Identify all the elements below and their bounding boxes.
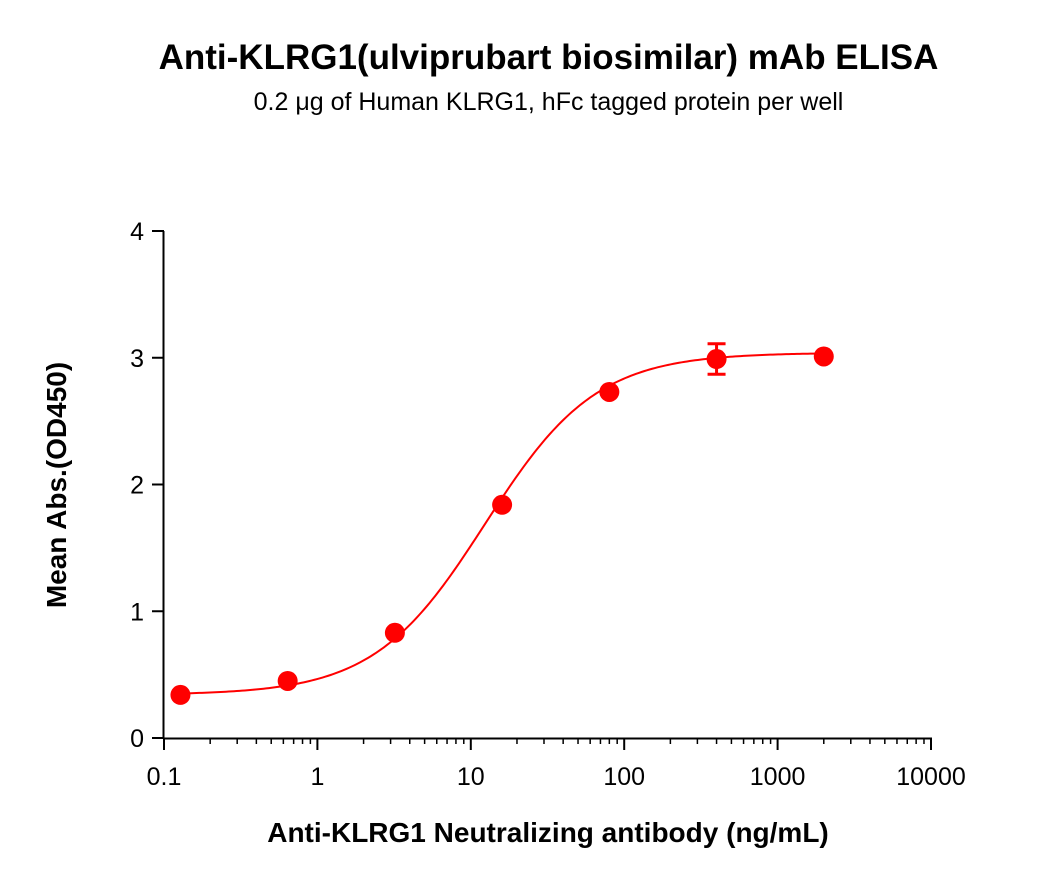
x-tick-label: 100 — [603, 763, 645, 791]
fit-curve — [180, 352, 824, 695]
y-tick-label: 2 — [130, 472, 144, 500]
data-point — [384, 622, 405, 643]
x-axis-label: Anti-KLRG1 Neutralizing antibody (ng/mL) — [267, 817, 829, 848]
x-tick-label: 10 — [457, 763, 485, 791]
data-point — [813, 346, 834, 367]
data-point — [170, 684, 191, 705]
data-point — [599, 381, 620, 402]
axes — [152, 230, 932, 750]
chart-subtitle: 0.2 μg of Human KLRG1, hFc tagged protei… — [253, 88, 844, 116]
y-axis-label: Mean Abs.(OD450) — [41, 362, 72, 608]
x-tick-label: 0.1 — [147, 763, 182, 791]
x-tick-label: 10000 — [896, 763, 966, 791]
x-tick-labels: 0.1 1 10 100 1000 10000 — [147, 763, 966, 791]
x-tick-label: 1 — [310, 763, 324, 791]
y-tick-label: 1 — [130, 598, 144, 626]
y-tick-label: 3 — [130, 345, 144, 373]
y-tick-label: 4 — [130, 218, 144, 246]
y-tick-label: 0 — [130, 725, 144, 753]
data-points — [170, 346, 834, 705]
data-point — [277, 670, 298, 691]
x-tick-label: 1000 — [750, 763, 806, 791]
y-tick-labels: 0 1 2 3 4 — [130, 218, 144, 753]
chart-title: Anti-KLRG1(ulviprubart biosimilar) mAb E… — [158, 38, 939, 77]
data-point — [706, 349, 727, 370]
data-point — [492, 494, 513, 515]
